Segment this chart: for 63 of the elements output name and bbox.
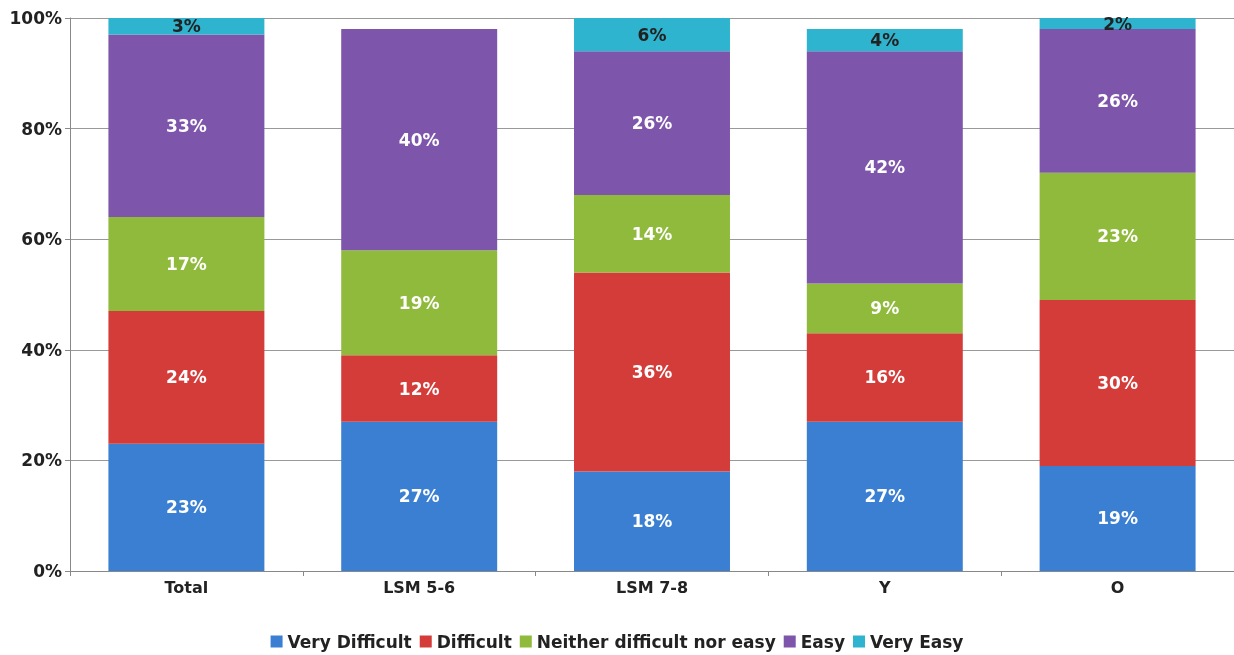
x-tick-label: O — [1110, 577, 1125, 597]
data-label: 18% — [631, 511, 673, 532]
data-label: 42% — [864, 157, 906, 178]
data-label: 26% — [1097, 90, 1138, 111]
data-label: 23% — [166, 497, 207, 518]
y-tick-label: 100% — [9, 8, 62, 28]
x-tick-label: LSM 5-6 — [383, 577, 456, 597]
bar — [341, 29, 498, 251]
bar — [108, 34, 265, 218]
bar — [1039, 172, 1196, 301]
legend-label: Easy — [800, 631, 846, 652]
bar — [574, 471, 730, 571]
bar — [806, 333, 963, 422]
bar — [108, 18, 265, 35]
data-label: 19% — [398, 292, 440, 313]
data-label: 36% — [631, 361, 673, 382]
data-label: 2% — [1103, 13, 1133, 34]
bar — [574, 194, 730, 273]
y-tick-label: 0% — [33, 561, 62, 581]
data-label: 40% — [398, 129, 440, 150]
data-label: 30% — [1097, 372, 1138, 393]
bar — [574, 18, 730, 52]
legend-label: Neither difficult nor easy — [536, 631, 776, 652]
data-label: 24% — [166, 367, 207, 388]
y-tick-label: 20% — [21, 450, 62, 471]
data-label: 4% — [870, 30, 900, 51]
bar — [108, 311, 265, 444]
bar — [341, 250, 498, 356]
x-tick-label: Total — [164, 577, 209, 597]
bar — [574, 272, 730, 472]
data-label: 6% — [637, 24, 667, 45]
bar — [108, 217, 265, 312]
y-tick-label: 40% — [21, 339, 62, 360]
x-tick-label: LSM 7-8 — [615, 577, 689, 597]
bar — [1039, 29, 1196, 173]
legend-label: Very Easy — [870, 631, 964, 652]
legend-label: Difficult — [436, 631, 512, 652]
data-label: 33% — [166, 115, 207, 136]
legend-label: Very Difficult — [287, 631, 412, 652]
y-tick-label: 80% — [21, 118, 62, 139]
bar — [1039, 465, 1196, 571]
bar — [806, 421, 963, 571]
data-label: 14% — [631, 223, 673, 244]
data-label: 3% — [171, 16, 201, 37]
data-label: 23% — [1097, 226, 1138, 247]
bar — [108, 443, 265, 571]
data-label: 17% — [166, 254, 207, 275]
data-label: 9% — [870, 298, 900, 319]
data-label: 27% — [398, 486, 440, 507]
bar — [574, 51, 730, 195]
data-label: 16% — [864, 367, 906, 388]
data-label: 27% — [864, 486, 906, 507]
bar — [806, 29, 963, 52]
bar — [341, 355, 498, 422]
bar — [1039, 300, 1196, 466]
bar — [806, 51, 963, 284]
data-label: 26% — [631, 113, 673, 134]
bar — [341, 421, 498, 571]
bar — [806, 283, 963, 334]
y-tick-label: 60% — [21, 229, 62, 250]
data-label: 12% — [398, 378, 440, 399]
x-tick-label: Y — [878, 577, 891, 597]
data-label: 19% — [1097, 508, 1138, 529]
